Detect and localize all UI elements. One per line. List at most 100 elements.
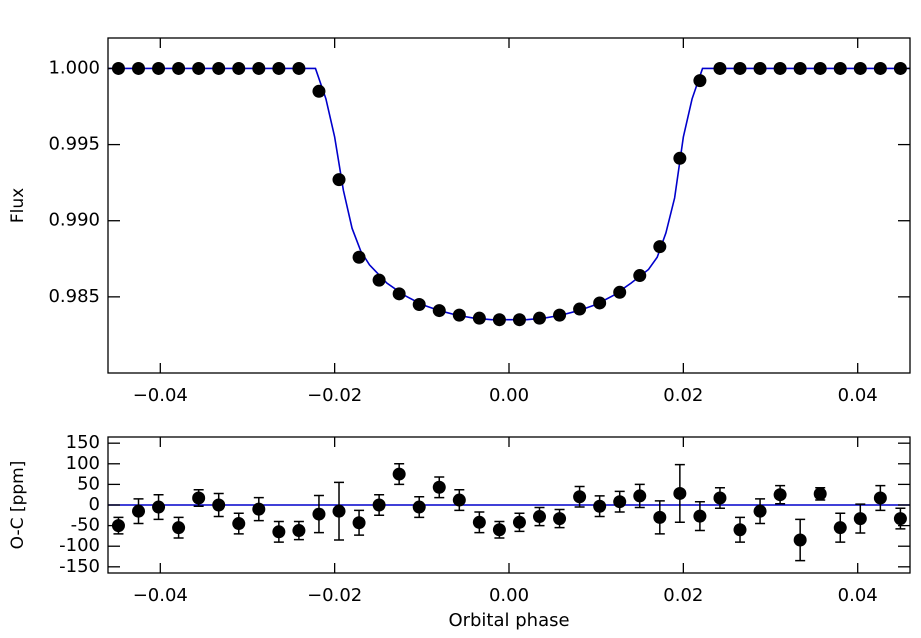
data-point (653, 510, 667, 524)
x-tick-label: 0.00 (489, 585, 529, 606)
y-tick-label: 1.000 (48, 57, 100, 78)
y-tick-label: 0.985 (48, 286, 100, 307)
data-point (873, 61, 887, 75)
y-tick-label: 150 (66, 432, 100, 453)
data-point (192, 61, 206, 75)
x-tick-label: 0.04 (838, 585, 878, 606)
data-point (212, 498, 226, 512)
y-tick-label: -150 (59, 556, 100, 577)
data-point (132, 61, 146, 75)
data-point (873, 491, 887, 505)
data-point (753, 504, 767, 518)
x-tick-label: 0.04 (838, 385, 878, 406)
data-point (492, 523, 506, 537)
data-point (252, 61, 266, 75)
data-point (492, 313, 506, 327)
data-point (713, 491, 727, 505)
data-point (292, 61, 306, 75)
data-point (793, 533, 807, 547)
data-point (653, 240, 667, 254)
y-tick-label: -100 (59, 535, 100, 556)
data-point (713, 61, 727, 75)
y-tick-label: 0.990 (48, 210, 100, 231)
data-point (512, 313, 526, 327)
data-point (833, 521, 847, 535)
data-point (673, 486, 687, 500)
data-point (352, 250, 366, 264)
data-point (372, 273, 386, 287)
x-tick-label: 0.02 (663, 385, 703, 406)
model-line (108, 67, 910, 321)
x-tick-label: −0.04 (133, 385, 188, 406)
data-point (332, 504, 346, 518)
x-tick-label: 0.00 (489, 385, 529, 406)
data-point (733, 523, 747, 537)
data-point (232, 61, 246, 75)
data-point (432, 304, 446, 318)
data-point (753, 61, 767, 75)
y-tick-label: 100 (66, 453, 100, 474)
data-point (392, 287, 406, 301)
data-point (432, 480, 446, 494)
y-axis-label: Flux (8, 188, 28, 223)
data-point (773, 61, 787, 75)
data-point (613, 495, 627, 509)
data-point (312, 84, 326, 98)
data-point (272, 61, 286, 75)
data-point (292, 524, 306, 538)
y-tick-label: -50 (71, 515, 100, 536)
data-point (553, 512, 567, 526)
data-point (813, 61, 827, 75)
data-point (693, 74, 707, 88)
data-point (613, 285, 627, 299)
data-point (853, 61, 867, 75)
data-point (472, 311, 486, 325)
data-point (272, 525, 286, 539)
data-point (853, 512, 867, 526)
data-point (553, 308, 567, 322)
data-point (412, 500, 426, 514)
data-point (152, 61, 166, 75)
data-point (192, 491, 206, 505)
data-point (573, 490, 587, 504)
data-point (452, 308, 466, 322)
data-point (212, 61, 226, 75)
data-point (593, 296, 607, 310)
data-point (232, 517, 246, 531)
data-point (633, 489, 647, 503)
data-point (392, 467, 406, 481)
data-point (452, 493, 466, 507)
data-point (693, 509, 707, 523)
data-point (673, 151, 687, 165)
y-tick-label: 0.995 (48, 134, 100, 155)
plot-frame (107, 37, 911, 374)
data-point (372, 498, 386, 512)
data-point (773, 488, 787, 502)
data-point (733, 61, 747, 75)
y-tick-label: 0 (89, 494, 100, 515)
x-tick-label: −0.02 (307, 585, 362, 606)
data-point (893, 512, 907, 526)
data-point (573, 302, 587, 316)
data-point (593, 499, 607, 513)
x-tick-label: −0.02 (307, 385, 362, 406)
x-axis-label: Orbital phase (448, 610, 569, 631)
data-point (412, 297, 426, 311)
x-tick-label: −0.04 (133, 585, 188, 606)
y-axis-label: O-C [ppm] (8, 461, 28, 550)
data-point (312, 507, 326, 521)
data-point (533, 311, 547, 325)
data-point (132, 504, 146, 518)
data-point (152, 500, 166, 514)
data-point (793, 61, 807, 75)
data-point (512, 515, 526, 529)
data-point (833, 61, 847, 75)
data-point (813, 487, 827, 501)
data-point (332, 173, 346, 187)
data-point (172, 61, 186, 75)
data-point (633, 269, 647, 283)
data-point (172, 521, 186, 535)
data-point (533, 510, 547, 524)
data-point (252, 502, 266, 516)
